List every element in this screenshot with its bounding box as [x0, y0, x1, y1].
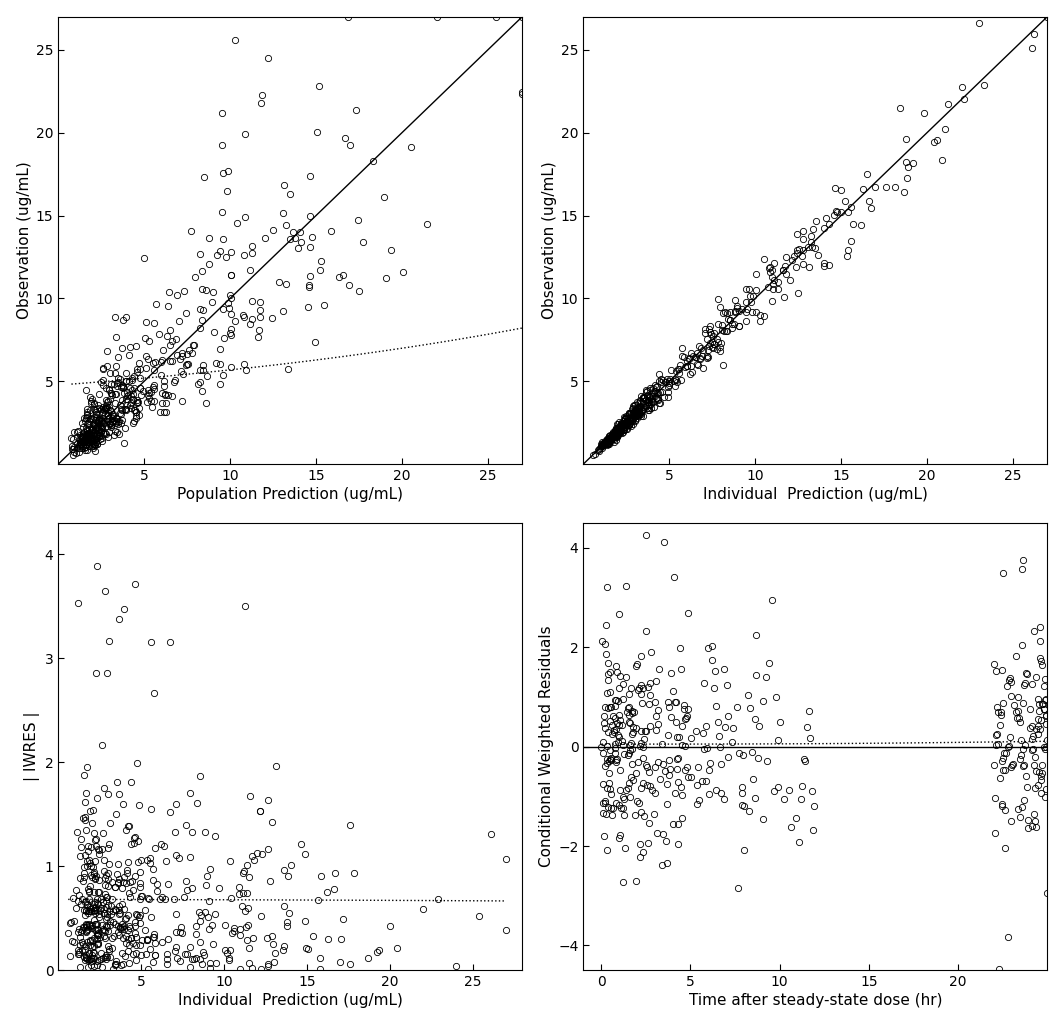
X-axis label: Time after steady-state dose (hr): Time after steady-state dose (hr) — [688, 993, 942, 1009]
X-axis label: Individual  Prediction (ug/mL): Individual Prediction (ug/mL) — [703, 487, 928, 502]
X-axis label: Individual  Prediction (ug/mL): Individual Prediction (ug/mL) — [178, 993, 403, 1009]
X-axis label: Population Prediction (ug/mL): Population Prediction (ug/mL) — [178, 487, 403, 502]
Y-axis label: | IWRES |: | IWRES | — [24, 711, 40, 781]
Y-axis label: Observation (ug/mL): Observation (ug/mL) — [542, 162, 556, 319]
Y-axis label: Observation (ug/mL): Observation (ug/mL) — [17, 162, 32, 319]
Y-axis label: Conditional Weighted Residuals: Conditional Weighted Residuals — [539, 626, 554, 867]
